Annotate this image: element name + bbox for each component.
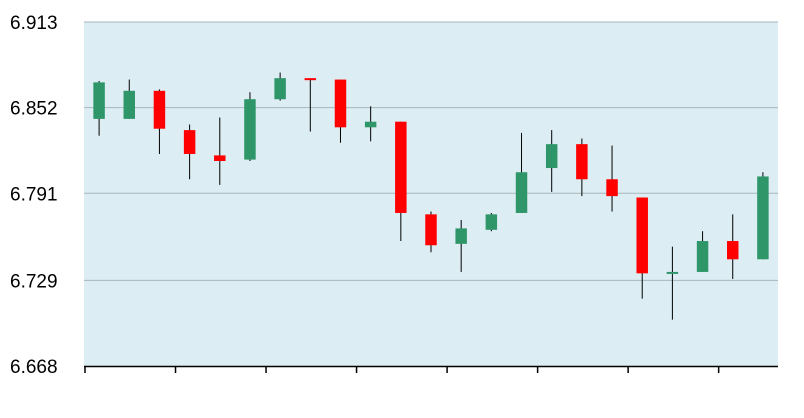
candle-body: [123, 90, 135, 119]
candle-body: [93, 82, 105, 119]
candle: [395, 121, 407, 242]
candle-body: [334, 79, 347, 128]
candle-body: [636, 197, 648, 274]
candle: [93, 80, 105, 136]
candle: [636, 197, 648, 299]
candle: [666, 246, 679, 320]
candle-body: [274, 78, 286, 100]
y-tick-label: 6.668: [10, 357, 58, 378]
candle-body: [727, 241, 739, 260]
y-axis-labels: 6.913 6.852 6.791 6.729 6.668: [10, 13, 58, 378]
y-tick-label: 6.913: [10, 13, 58, 34]
candle: [606, 145, 618, 212]
candle-body: [395, 121, 407, 213]
candle: [545, 130, 558, 192]
candle-body: [455, 228, 467, 244]
candle-body: [364, 121, 377, 128]
candle: [727, 214, 739, 279]
plot-area: [84, 22, 778, 366]
candles: [93, 72, 769, 320]
candle: [274, 72, 286, 101]
candle-body: [666, 271, 679, 274]
candle: [515, 132, 528, 213]
grid-lines: [84, 21, 778, 281]
y-tick-label: 6.852: [10, 99, 58, 120]
candle-body: [545, 144, 558, 169]
x-axis: [84, 365, 778, 373]
candle: [304, 78, 317, 132]
candle: [425, 211, 437, 253]
y-tick-label: 6.791: [10, 184, 58, 205]
candle-body: [606, 179, 618, 197]
candle-body: [696, 241, 709, 272]
candle: [696, 231, 709, 272]
candle: [183, 124, 196, 180]
candle: [153, 89, 166, 154]
y-tick-label: 6.729: [10, 271, 58, 292]
candle: [334, 79, 347, 143]
candle-body: [485, 214, 498, 230]
candle-body: [214, 155, 226, 162]
candle-body: [153, 90, 166, 129]
candle: [485, 212, 498, 232]
candle-body: [515, 172, 528, 213]
candle-body: [425, 214, 437, 246]
candle-body: [304, 78, 317, 81]
candle: [364, 106, 377, 142]
candle-body: [757, 176, 769, 260]
candle: [123, 79, 135, 119]
candle: [576, 138, 588, 197]
candle-body: [576, 144, 588, 180]
candle: [757, 172, 769, 260]
candle-body: [183, 130, 196, 154]
candle: [214, 117, 226, 185]
candle-body: [244, 99, 256, 160]
candle: [244, 92, 256, 162]
candle: [455, 219, 467, 272]
